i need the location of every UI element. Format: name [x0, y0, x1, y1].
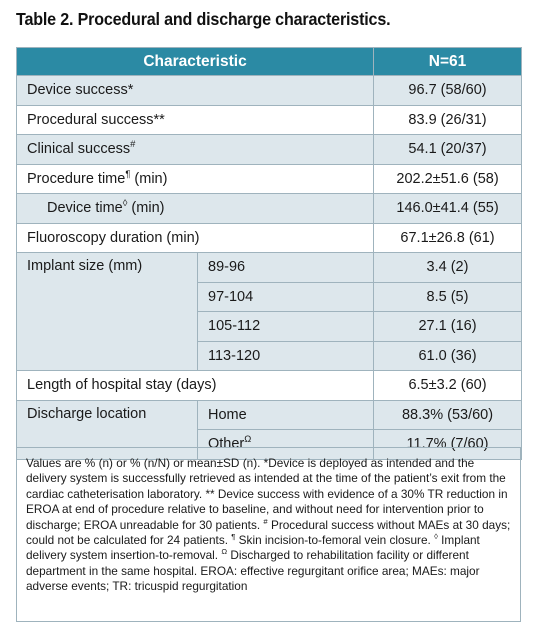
row-value: 8.5 (5) [373, 281, 523, 312]
footnote-text: Implant delivery system insertion-to-rem… [26, 533, 480, 563]
row-label: Procedure time¶ (min) [15, 163, 375, 194]
discharge-home-label: Home [196, 399, 375, 430]
footnote-text: Discharged to rehabilitation facility or… [26, 548, 480, 594]
footnote-marker: ◊ [434, 532, 438, 542]
table-row: Fluoroscopy duration (min) 67.1±26.8 (61… [15, 222, 523, 253]
row-label: Procedural success** [15, 104, 375, 135]
footnote-text: Skin incision-to-femoral vein closure. [235, 533, 435, 548]
footnote-marker: ◊ [122, 197, 128, 209]
table-row: 113-120 61.0 (36) [17, 340, 523, 371]
row-label: Device time◊ (min) [15, 193, 375, 224]
row-label-text: Device time [47, 200, 123, 217]
row-label: Device success* [15, 75, 375, 106]
table-row: Length of hospital stay (days) 6.5±3.2 (… [15, 370, 523, 401]
row-value: 88.3% (53/60) [373, 399, 523, 430]
implant-size-range: 97-104 [196, 281, 375, 312]
row-value: 67.1±26.8 (61) [373, 222, 523, 253]
footnote-marker: # [130, 138, 136, 150]
implant-size-range: 113-120 [196, 340, 375, 371]
table-row: Implant size (mm) 89-96 3.4 (2) [16, 252, 523, 371]
footnote-marker: Ω [221, 547, 228, 557]
footnote-marker: ¶ [125, 167, 131, 179]
row-value: 54.1 (20/37) [373, 134, 523, 165]
table-row: Clinical success# 54.1 (20/37) [15, 134, 523, 165]
row-value: 11.7% (7/60) [373, 429, 523, 460]
row-label-unit: (min) [130, 170, 168, 187]
table-footnote: Values are % (n) or % (n/N) or mean±SD (… [16, 447, 521, 622]
discharge-other-label: OtherΩ [196, 429, 375, 460]
table-title: Table 2. Procedural and discharge charac… [16, 9, 391, 29]
row-label: Length of hospital stay (days) [15, 370, 375, 401]
implant-size-range: 105-112 [196, 311, 375, 342]
table-row: Discharge location Home 88.3% (53/60) [16, 399, 523, 460]
group-label-discharge: Discharge location [16, 399, 198, 460]
table-row: Device success* 96.7 (58/60) [15, 75, 523, 106]
row-value: 61.0 (36) [373, 340, 523, 371]
footnote-marker: # [263, 516, 268, 526]
row-label-unit: (min) [127, 200, 165, 217]
footnote-text: Procedural success without MAEs at 30 da… [26, 517, 511, 548]
row-value: 146.0±41.4 (55) [373, 193, 523, 224]
row-value: 202.2±51.6 (58) [373, 163, 523, 194]
header-characteristic: Characteristic [15, 47, 375, 76]
row-value: 6.5±3.2 (60) [373, 370, 523, 401]
row-value: 27.1 (16) [373, 311, 523, 342]
header-n: N=61 [373, 47, 523, 76]
row-label: Clinical success# [15, 134, 375, 165]
row-value: 83.9 (26/31) [373, 104, 523, 135]
group-label-implant-size: Implant size (mm) [16, 252, 198, 371]
characteristics-table: Characteristic N=61 Device success* 96.7… [15, 47, 523, 460]
table-row: Procedural success** 83.9 (26/31) [15, 104, 523, 135]
implant-size-range: 89-96 [196, 252, 375, 283]
row-label: Fluoroscopy duration (min) [15, 222, 375, 253]
table-row: 105-112 27.1 (16) [17, 311, 523, 342]
table-row: Procedure time¶ (min) 202.2±51.6 (58) [15, 163, 523, 194]
row-value: 96.7 (58/60) [373, 75, 523, 106]
footnote-marker: ¶ [231, 532, 236, 542]
table-row: OtherΩ 11.7% (7/60) [17, 429, 523, 460]
row-label-text: Other [208, 436, 245, 453]
footnote-text: Values are % (n) or % (n/N) or mean±SD (… [26, 456, 508, 532]
header-row: Characteristic N=61 [15, 47, 523, 76]
table-row: Device time◊ (min) 146.0±41.4 (55) [15, 193, 523, 224]
row-label-text: Clinical success [27, 141, 131, 158]
footnote-marker: Ω [244, 433, 252, 445]
row-label-text: Procedure time [27, 170, 126, 187]
row-value: 3.4 (2) [373, 252, 523, 283]
